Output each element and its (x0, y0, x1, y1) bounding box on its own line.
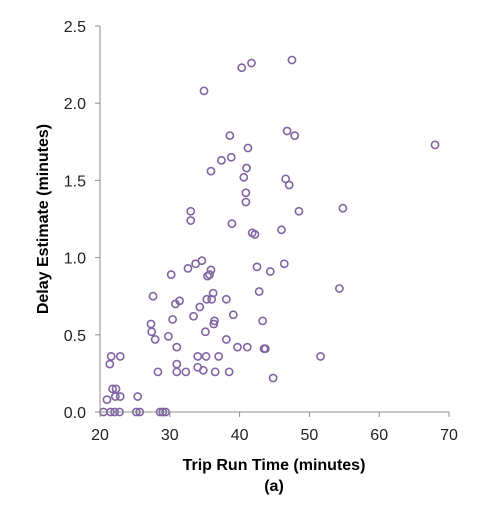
data-point (201, 352, 211, 361)
data-point (237, 63, 247, 73)
y-axis-title: Delay Estimate (minutes) (35, 124, 52, 314)
data-point (279, 259, 289, 269)
data-point (335, 284, 344, 293)
y-tick-label: 0.5 (64, 328, 86, 345)
data-point (110, 392, 120, 401)
data-point (214, 352, 224, 361)
data-point (241, 197, 251, 207)
data-point (189, 311, 198, 321)
data-point (172, 367, 182, 377)
data-point (226, 152, 236, 162)
y-tick-labels: 0.0 0.5 1.0 1.5 2.0 2.5 (64, 19, 86, 422)
data-point (168, 314, 177, 324)
data-point (105, 359, 115, 369)
data-point (265, 267, 275, 276)
x-tick-label: 60 (370, 427, 388, 444)
data-point (150, 335, 160, 344)
y-tick-marks (95, 25, 100, 413)
data-point (243, 143, 253, 153)
data-point (195, 302, 205, 312)
data-point (102, 395, 112, 405)
data-point (225, 131, 235, 141)
data-point (181, 367, 191, 377)
data-point (164, 331, 173, 341)
data-point (247, 58, 256, 68)
x-tick-labels: 20 30 40 50 60 70 (91, 427, 458, 444)
data-point (166, 270, 176, 279)
x-tick-label: 70 (440, 427, 458, 444)
data-point (115, 352, 125, 361)
data-point (210, 316, 219, 326)
x-axis-title: Trip Run Time (minutes) (183, 457, 366, 474)
data-point (224, 367, 234, 377)
data-point (241, 188, 251, 198)
data-point (239, 172, 249, 182)
data-point (146, 319, 156, 329)
data-point (186, 206, 196, 216)
data-point (294, 206, 304, 216)
data-point (210, 367, 220, 377)
data-point (290, 131, 300, 141)
data-point (282, 126, 292, 136)
data-point (108, 384, 117, 394)
data-point (430, 140, 440, 150)
data-point (205, 270, 214, 279)
y-tick-label: 2.0 (64, 96, 86, 113)
data-point (193, 352, 203, 361)
data-point (242, 342, 252, 352)
data-point (106, 352, 116, 361)
data-point (199, 86, 209, 96)
data-point (206, 265, 216, 275)
data-point (233, 342, 242, 352)
data-point (198, 365, 208, 375)
data-point (147, 327, 157, 337)
data-point (172, 342, 182, 352)
plot-points (99, 55, 440, 417)
data-point (133, 392, 143, 401)
x-tick-label: 40 (231, 427, 249, 444)
y-tick-label: 2.5 (64, 19, 86, 36)
y-tick-label: 0.0 (64, 405, 86, 422)
x-tick-label: 30 (161, 427, 179, 444)
data-point (287, 55, 297, 65)
data-point (252, 262, 262, 272)
data-point (208, 288, 218, 298)
data-point (183, 264, 193, 273)
data-point (242, 163, 251, 173)
data-point (217, 155, 226, 165)
data-point (221, 294, 231, 304)
data-point (268, 373, 278, 383)
data-point (277, 225, 286, 235)
data-point (186, 216, 196, 225)
data-point (227, 219, 237, 229)
data-point (316, 352, 325, 361)
data-point (153, 367, 163, 377)
data-point (175, 296, 184, 306)
data-point (254, 287, 264, 296)
data-point (258, 316, 268, 326)
data-point (338, 203, 348, 213)
x-tick-label: 50 (301, 427, 319, 444)
x-tick-label: 20 (91, 427, 109, 444)
x-tick-marks (99, 412, 450, 417)
data-point (148, 291, 158, 301)
y-tick-label: 1.5 (64, 173, 86, 190)
data-point (172, 359, 182, 369)
x-axis-caption: (a) (264, 478, 284, 495)
data-point (202, 294, 212, 304)
data-point (197, 256, 207, 266)
y-tick-label: 1.0 (64, 251, 86, 268)
data-point (206, 166, 216, 176)
data-point (228, 310, 238, 320)
data-point (261, 344, 270, 354)
data-point (250, 230, 260, 239)
data-point (221, 335, 231, 344)
data-point (115, 392, 125, 401)
data-point (284, 180, 294, 190)
data-point (200, 327, 210, 337)
